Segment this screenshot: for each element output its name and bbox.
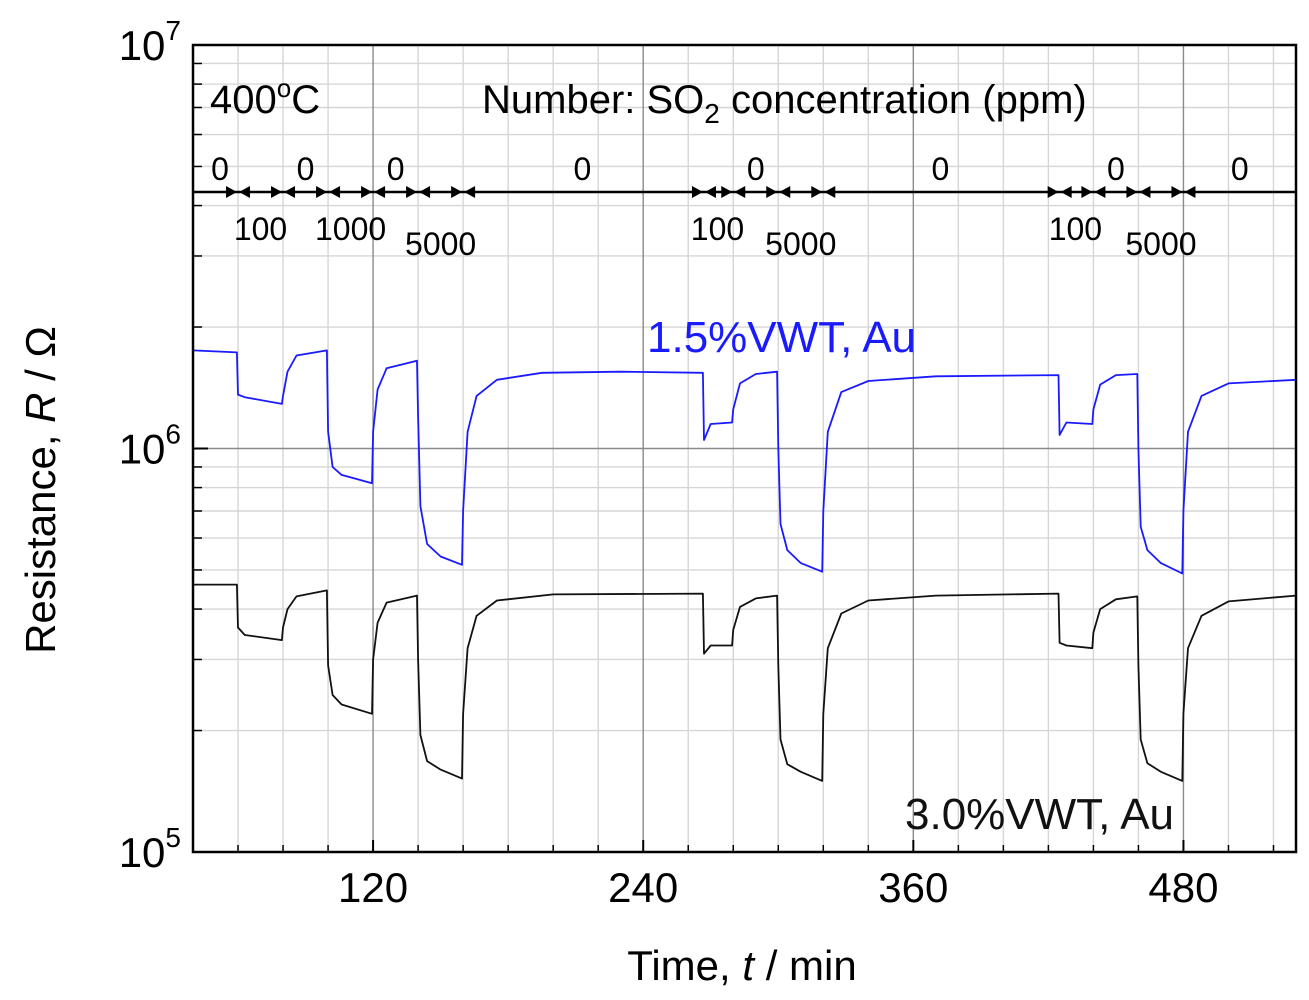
x-tick-label: 480 (1148, 864, 1218, 911)
boundary-arrow-left (1126, 186, 1138, 198)
boundary-arrow-left (721, 186, 733, 198)
concentration-label: 100 (691, 211, 744, 247)
boundary-arrow-right (329, 186, 341, 198)
boundary-arrow-left (271, 186, 283, 198)
plot-series (192, 349, 1297, 782)
concentration-label: 0 (211, 151, 229, 187)
boundary-arrow-left (1047, 186, 1059, 198)
legend-subscript: 2 (704, 98, 720, 129)
boundary-arrow-left (811, 186, 823, 198)
boundary-arrow-right (779, 186, 791, 198)
concentration-label: 0 (574, 151, 592, 187)
degree-symbol: o (277, 73, 291, 103)
legend-suffix: concentration (ppm) (720, 78, 1087, 122)
series-label-1-5-vwt: 1.5%VWT, Au (647, 313, 916, 362)
x-tick-label: 240 (608, 864, 678, 911)
x-axis-title-prefix: Time, (627, 942, 742, 989)
boundary-arrow-right (1139, 186, 1151, 198)
y-tick-exponent: 5 (165, 822, 181, 853)
y-tick-label: 107 (119, 15, 181, 69)
boundary-arrow-right (239, 186, 251, 198)
boundary-arrow-right (374, 186, 386, 198)
boundary-arrow-right (464, 186, 476, 198)
x-axis-variable: t (742, 942, 756, 989)
x-axis-title: Time, t / min (627, 942, 856, 989)
y-tick-exponent: 7 (165, 15, 181, 46)
y-tick-label: 106 (119, 419, 181, 473)
concentration-legend: Number: SO2 concentration (ppm) (482, 78, 1087, 129)
concentration-label: 0 (387, 151, 405, 187)
concentration-label: 100 (234, 211, 287, 247)
x-tick-label: 120 (338, 864, 408, 911)
y-tick-base: 10 (119, 22, 166, 69)
boundary-arrow-right (704, 186, 716, 198)
boundary-arrow-right (824, 186, 836, 198)
concentration-label: 1000 (315, 211, 386, 247)
x-axis-unit: / min (754, 942, 857, 989)
series-line-1-5-vwt (192, 349, 1297, 575)
boundary-arrow-right (419, 186, 431, 198)
temperature-value: 400 (210, 78, 277, 122)
y-axis-unit: / Ω (17, 326, 64, 392)
boundary-arrow-left (451, 186, 463, 198)
concentration-label: 0 (1107, 151, 1125, 187)
temperature-annotation: 400oC (210, 73, 320, 122)
y-tick-base: 10 (119, 829, 166, 876)
boundary-arrow-right (1184, 186, 1196, 198)
y-tick-label: 105 (119, 822, 181, 876)
concentration-label: 0 (1231, 151, 1249, 187)
boundary-arrow-left (691, 186, 703, 198)
concentration-label: 0 (297, 151, 315, 187)
y-axis-title: Resistance, R / Ω (17, 326, 64, 654)
boundary-arrow-left (316, 186, 328, 198)
y-axis-title-prefix: Resistance, (17, 423, 64, 654)
x-tick-label: 360 (878, 864, 948, 911)
y-tick-base: 10 (119, 426, 166, 473)
boundary-arrow-left (1081, 186, 1093, 198)
concentration-label: 5000 (405, 226, 476, 262)
boundary-arrow-right (1094, 186, 1106, 198)
boundary-arrow-left (766, 186, 778, 198)
boundary-arrow-right (1060, 186, 1072, 198)
y-tick-exponent: 6 (165, 419, 181, 450)
concentration-label: 5000 (765, 226, 836, 262)
series-label-3-0-vwt: 3.0%VWT, Au (905, 790, 1174, 839)
concentration-label: 0 (747, 151, 765, 187)
boundary-arrow-right (734, 186, 746, 198)
legend-prefix: Number: SO (482, 78, 704, 122)
boundary-arrow-left (1171, 186, 1183, 198)
concentration-label: 5000 (1125, 226, 1196, 262)
y-axis-variable: R (17, 392, 64, 422)
series-line-3-0-vwt (193, 583, 1297, 782)
concentration-label: 100 (1049, 211, 1102, 247)
temperature-unit: C (291, 78, 320, 122)
concentration-label: 0 (931, 151, 949, 187)
boundary-arrow-left (406, 186, 418, 198)
boundary-arrow-left (226, 186, 238, 198)
boundary-arrow-left (361, 186, 373, 198)
boundary-arrow-right (284, 186, 296, 198)
